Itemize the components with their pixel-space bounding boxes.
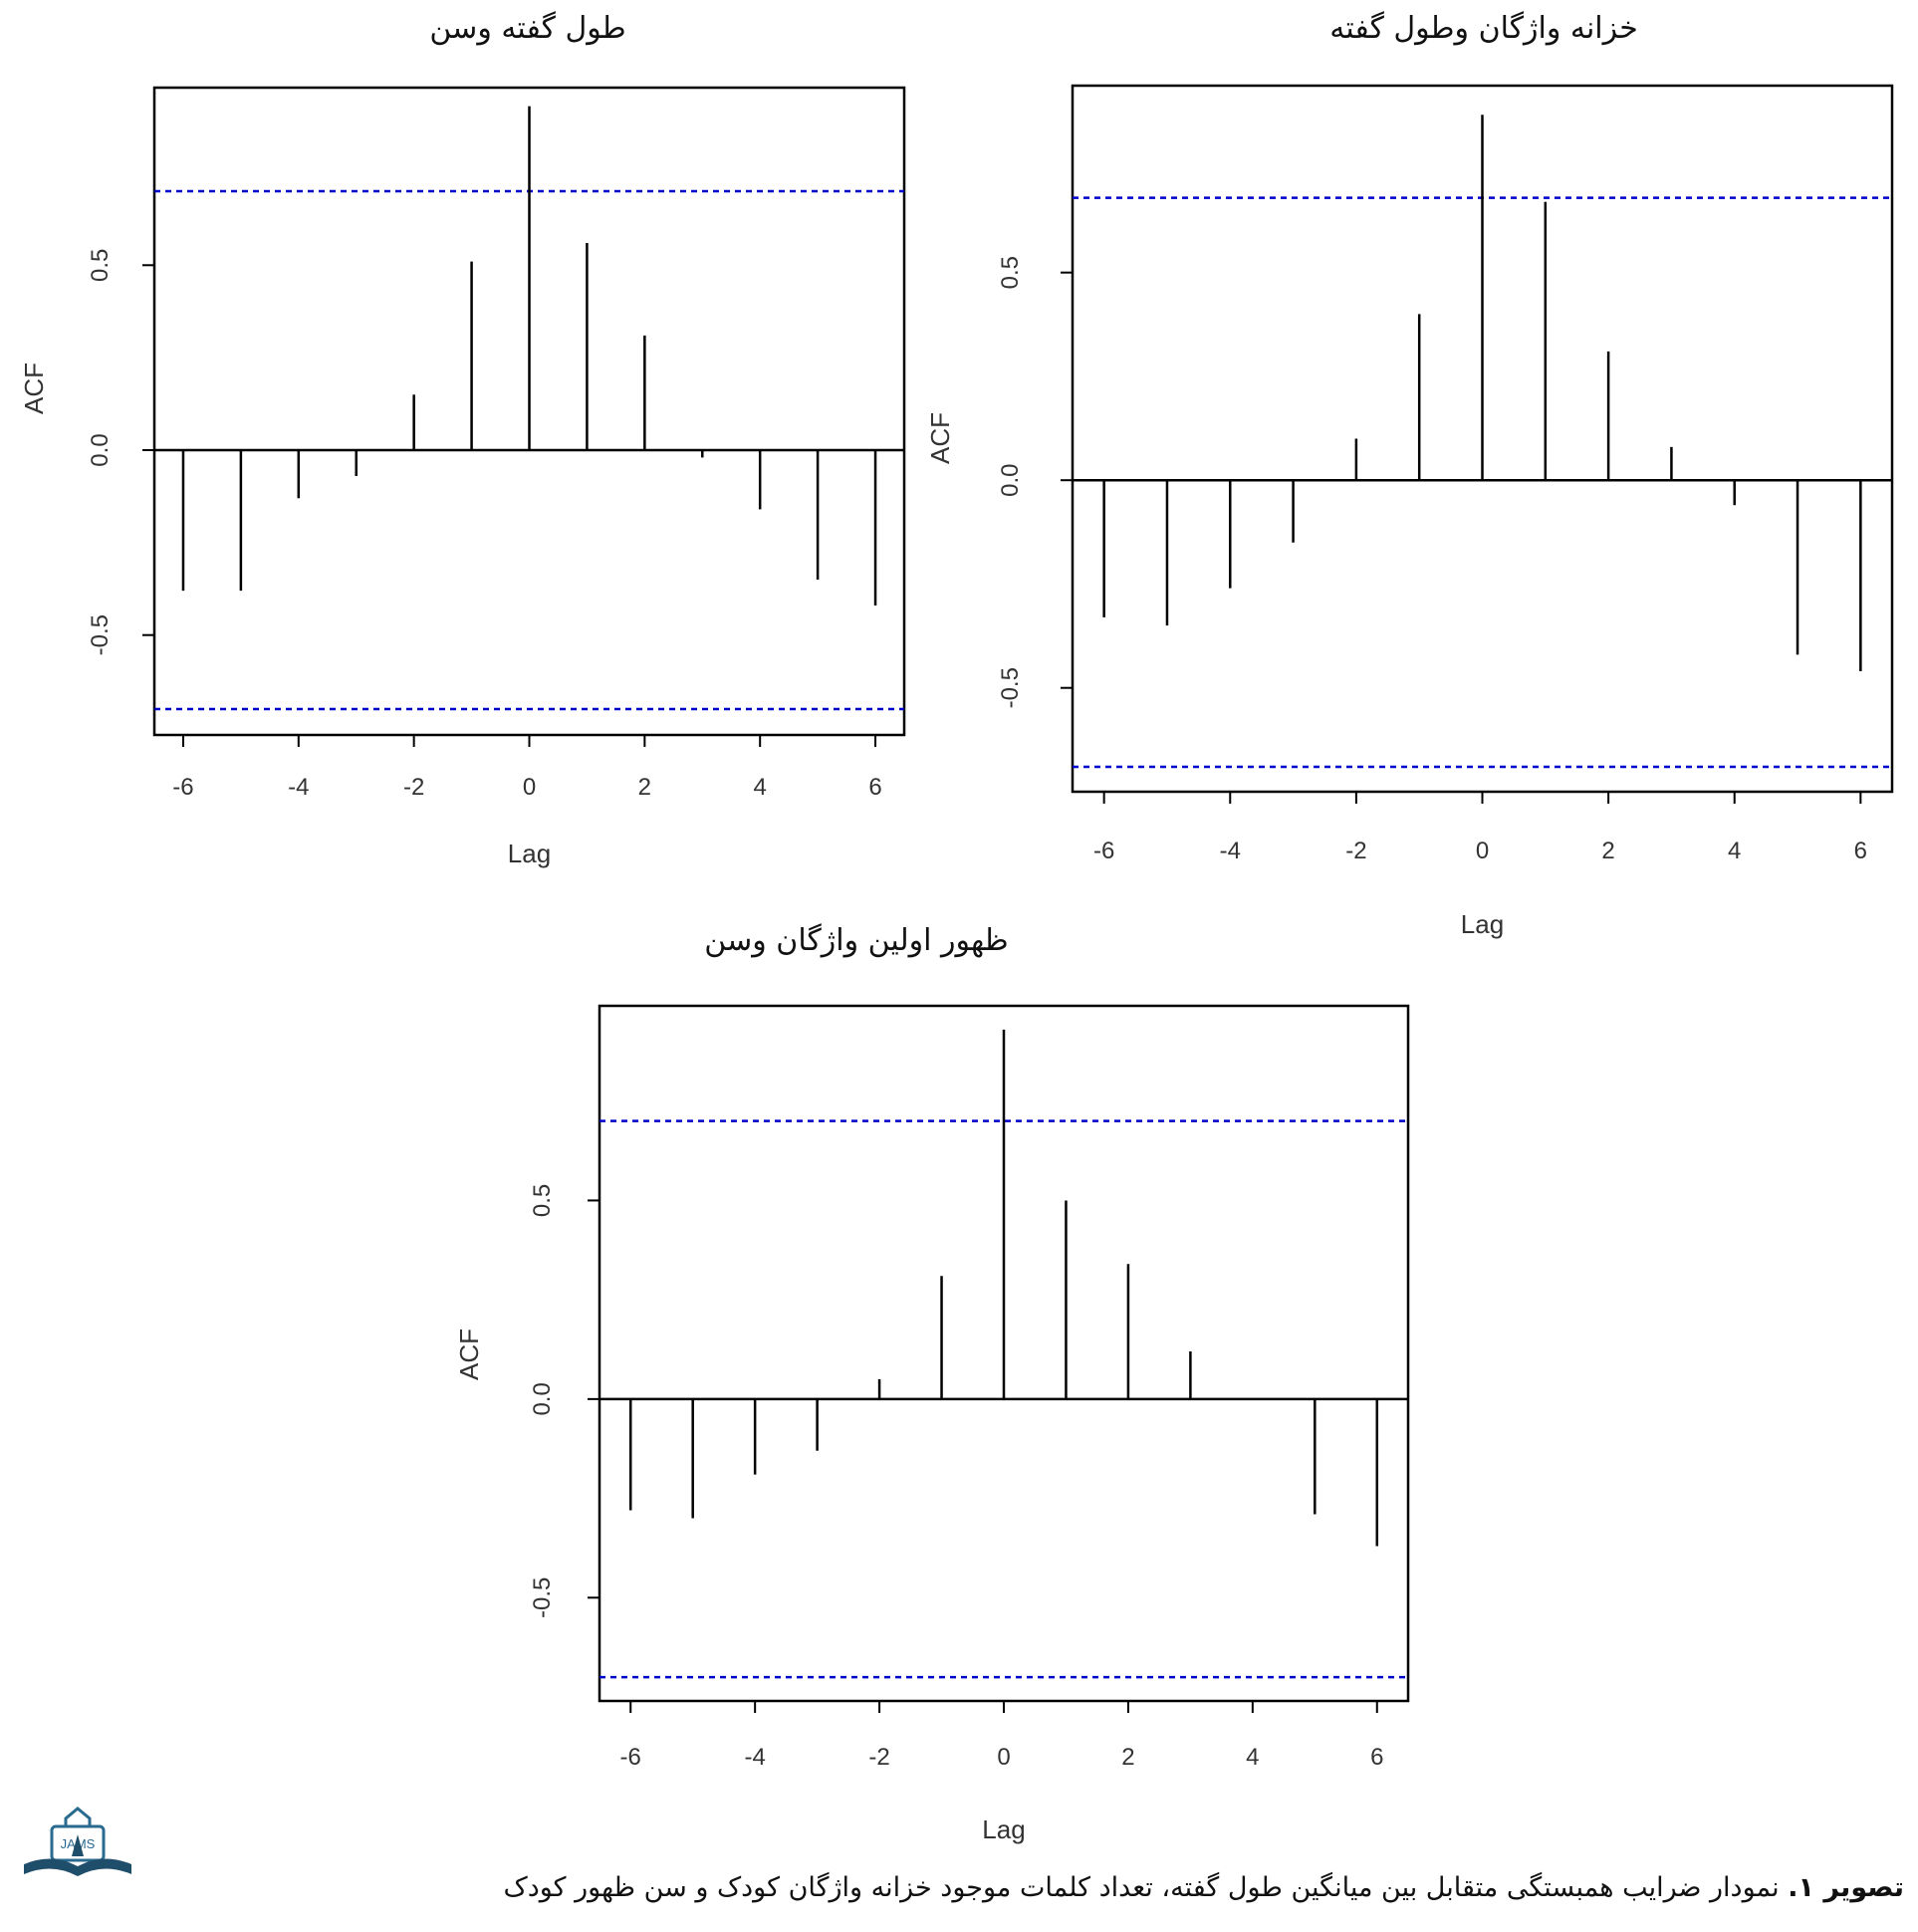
y-tick-label: -0.5 xyxy=(87,614,114,655)
chart-title: خزانه واژگان وطول گفته xyxy=(1329,11,1638,46)
y-tick-label: -0.5 xyxy=(529,1577,556,1618)
x-tick-label: -6 xyxy=(620,1744,641,1771)
x-tick-label: 4 xyxy=(754,774,767,801)
x-axis-label: Lag xyxy=(982,1814,1025,1844)
x-tick-label: 4 xyxy=(1728,838,1741,864)
x-tick-label: -2 xyxy=(1345,838,1366,864)
x-tick-label: -6 xyxy=(172,774,193,801)
x-tick-label: 0 xyxy=(523,774,536,801)
x-axis-label: Lag xyxy=(1461,909,1504,939)
x-axis-label: Lag xyxy=(508,839,551,868)
acf-chart-first-words-age: ظهور اولين واژگان وسن -6 -4 -2 0 2 4 6 -0.5 0.0 0.… xyxy=(454,923,1410,1844)
x-tick-label: 2 xyxy=(1601,838,1614,864)
y-tick-label: 0.5 xyxy=(997,256,1024,289)
y-tick-label: 0.0 xyxy=(87,433,114,466)
y-axis-label: ACF xyxy=(925,412,955,464)
x-tick-label: -6 xyxy=(1093,838,1114,864)
jams-logo: JAMS xyxy=(18,1805,137,1888)
x-tick-label: -4 xyxy=(1220,838,1241,864)
y-tick-label: 0.0 xyxy=(997,464,1024,497)
x-tick-label: 6 xyxy=(1854,838,1867,864)
x-tick-label: 2 xyxy=(638,774,651,801)
y-axis-label: ACF xyxy=(454,1328,484,1380)
y-tick-label: 0.5 xyxy=(87,249,114,282)
figure-caption: تصویر ۱. نمودار ضرایب همبستگی متقابل بین… xyxy=(311,1872,1904,1903)
y-tick-label: 0.0 xyxy=(529,1382,556,1415)
acf-charts: طول گفته وسن -6 -4 -2 0 2 4 6 -0.5 0.0 0.5 Lag ACF خ… xyxy=(19,11,1894,1844)
x-tick-label: 6 xyxy=(868,774,881,801)
chart-title: ظهور اولين واژگان وسن xyxy=(704,923,1008,958)
x-tick-label: -2 xyxy=(403,774,424,801)
y-tick-label: -0.5 xyxy=(997,667,1024,708)
chart-title: طول گفته وسن xyxy=(429,11,625,46)
x-tick-label: 2 xyxy=(1121,1744,1134,1771)
caption-label: تصویر ۱. xyxy=(1788,1872,1904,1903)
x-tick-label: 0 xyxy=(1476,838,1489,864)
caption-text: نمودار ضرایب همبستگی متقابل بین میانگین … xyxy=(503,1872,1789,1903)
y-tick-label: 0.5 xyxy=(529,1184,556,1217)
y-axis-label: ACF xyxy=(19,362,49,414)
x-tick-label: 0 xyxy=(997,1744,1010,1771)
acf-chart-length-age: طول گفته وسن -6 -4 -2 0 2 4 6 -0.5 0.0 0.5 Lag ACF xyxy=(19,11,906,868)
x-tick-label: 4 xyxy=(1246,1744,1259,1771)
x-tick-label: -4 xyxy=(288,774,309,801)
x-tick-label: -2 xyxy=(868,1744,889,1771)
x-tick-label: -4 xyxy=(744,1744,765,1771)
x-tick-label: 6 xyxy=(1370,1744,1383,1771)
acf-chart-vocab-length: خزانه واژگان وطول گفته -6 -4 -2 0 2 4 6 -0.5 0.0 0… xyxy=(925,11,1894,939)
